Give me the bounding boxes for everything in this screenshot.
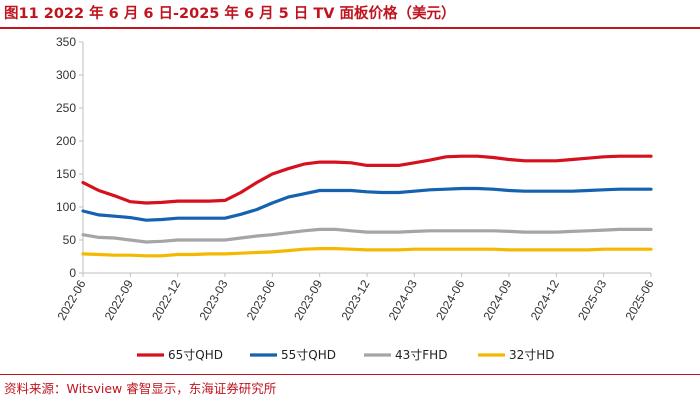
x-tick-label: 2022-12 — [149, 277, 183, 322]
legend-label: 65寸QHD — [168, 348, 223, 362]
title-divider — [0, 27, 700, 29]
y-tick-label: 100 — [56, 200, 76, 214]
y-tick-label: 300 — [56, 68, 76, 82]
legend-label: 55寸QHD — [281, 348, 336, 362]
x-tick-label: 2022-09 — [102, 277, 136, 322]
legend-label: 32寸HD — [509, 348, 555, 362]
figure-title: 图11 2022 年 6 月 6 日-2025 年 6 月 5 日 TV 面板价… — [4, 6, 456, 22]
x-tick-label: 2023-12 — [338, 277, 372, 322]
x-tick-label: 2024-09 — [480, 277, 514, 322]
x-tick-label: 2022-06 — [54, 277, 88, 322]
y-tick-label: 50 — [63, 233, 77, 247]
x-tick-label: 2025-06 — [622, 277, 656, 322]
legend: 65寸QHD 55寸QHD 43寸FHD 32寸HD — [137, 348, 555, 362]
x-tick-label: 2023-06 — [244, 277, 278, 322]
y-tick-label: 250 — [56, 101, 76, 115]
y-tick-label: 150 — [56, 167, 76, 181]
x-tick-label: 2024-06 — [433, 277, 467, 322]
y-tick-label: 0 — [69, 266, 76, 280]
y-tick-label: 350 — [56, 35, 76, 49]
series-line-65寸QHD — [81, 154, 653, 205]
series-layer — [81, 154, 653, 258]
x-tick-label: 2023-03 — [196, 277, 230, 322]
series-line-43寸FHD — [81, 227, 653, 244]
legend-label: 43寸FHD — [395, 348, 447, 362]
source-note: 资料来源：Witsview 睿智显示，东海证券研究所 — [4, 381, 277, 396]
series-line-55寸QHD — [81, 186, 653, 222]
x-axis: 2022-06 2022-09 2022-12 2023-03 2023-06 2023-… — [54, 272, 657, 323]
x-tick-label: 2024-12 — [528, 277, 562, 322]
series-line-32寸HD — [81, 247, 653, 258]
y-tick-label: 200 — [56, 134, 76, 148]
source-divider — [0, 374, 700, 375]
x-tick-label: 2023-09 — [291, 277, 325, 322]
x-tick-label: 2024-03 — [386, 277, 420, 322]
x-tick-label: 2025-03 — [575, 277, 609, 322]
y-axis: 0 50 100 150 200 250 300 350 — [56, 35, 84, 280]
